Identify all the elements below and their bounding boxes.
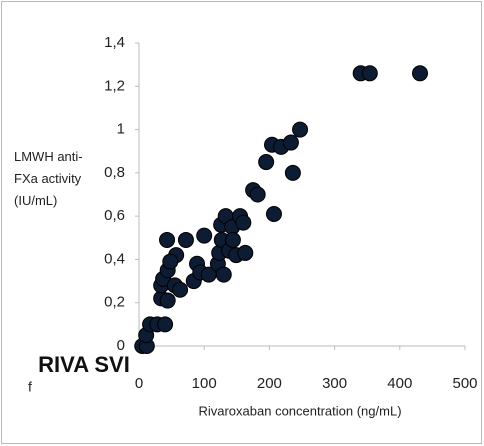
point	[282, 134, 299, 151]
point	[361, 65, 378, 82]
x-tick-label: 200	[257, 375, 282, 392]
y-tick-label: 1,4	[104, 34, 125, 51]
x-tick-label: 400	[387, 375, 412, 392]
point	[235, 214, 252, 231]
annotation: RIVA SVI	[38, 352, 130, 377]
y-tick-label: 0,4	[104, 250, 125, 267]
point	[237, 244, 254, 261]
point	[177, 231, 194, 248]
point	[162, 253, 179, 270]
y-tick-label: 0,6	[104, 207, 125, 224]
point	[258, 154, 275, 171]
point	[224, 231, 241, 248]
point	[172, 281, 189, 298]
point	[292, 121, 309, 138]
x-axis-label: Rivaroxaban concentration (ng/mL)	[198, 403, 401, 418]
x-tick-label: 100	[192, 375, 217, 392]
annotation: f	[28, 379, 32, 395]
y-tick-label: 1	[117, 121, 125, 138]
point	[265, 205, 282, 222]
point	[196, 227, 213, 244]
point	[159, 231, 176, 248]
x-tick-label: 0	[135, 375, 143, 392]
y-tick-label: 0,2	[104, 294, 125, 311]
y-tick-label: 0	[117, 337, 125, 354]
point	[159, 292, 176, 309]
point	[249, 186, 266, 203]
x-tick-label: 300	[322, 375, 347, 392]
y-tick-label: 1,2	[104, 77, 125, 94]
point	[157, 316, 174, 333]
point	[284, 164, 301, 181]
y-axis-label: LMWH anti-FXa activity (IU/mL)	[14, 149, 83, 208]
x-tick-label: 500	[452, 375, 477, 392]
point	[412, 65, 429, 82]
y-tick-label: 0,8	[104, 164, 125, 181]
point	[215, 266, 232, 283]
